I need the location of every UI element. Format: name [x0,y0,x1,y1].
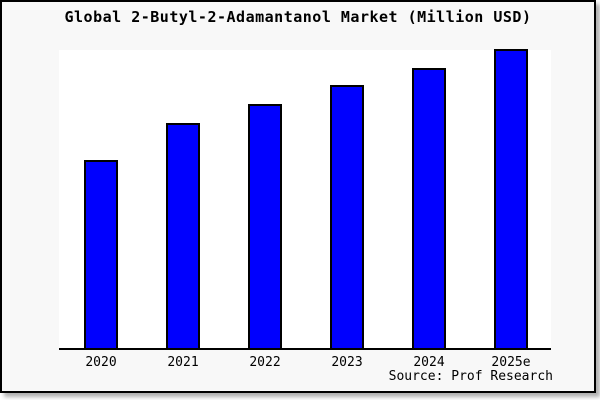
plot-area [59,49,551,350]
bar-2020 [84,160,118,348]
chart-title: Global 2-Butyl-2-Adamantanol Market (Mil… [64,8,532,26]
source-note: Source: Prof Research [388,369,553,384]
bar-2024 [412,68,446,348]
x-axis-tick-labels: 2020 2021 2022 2023 2024 2025e [59,355,551,371]
bar-2021 [166,123,200,348]
x-tick-label-2020: 2020 [85,355,117,370]
x-tick-label-2022: 2022 [249,355,281,370]
x-tick-label-2023: 2023 [331,355,363,370]
bar-2025e [494,49,528,348]
bar-2023 [330,85,364,348]
chart-frame: Global 2-Butyl-2-Adamantanol Market (Mil… [0,0,596,393]
x-tick-label-2021: 2021 [167,355,199,370]
x-tick-label-2024: 2024 [413,355,445,370]
x-tick-label-2025e: 2025e [491,355,531,370]
bar-2022 [248,104,282,348]
